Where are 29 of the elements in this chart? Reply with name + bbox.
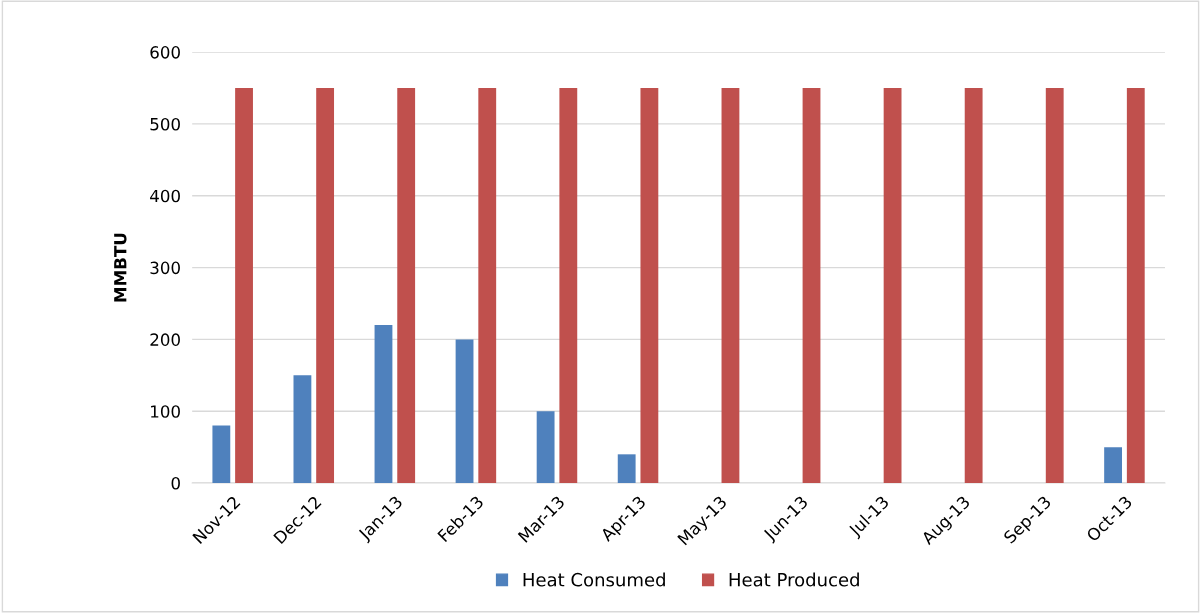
y-tick-label: 400 (150, 189, 180, 203)
legend-label: Heat Consumed (523, 572, 665, 587)
bar (559, 88, 578, 484)
bar (802, 88, 821, 484)
y-tick-label: 200 (150, 333, 180, 346)
y-tick-label: 0 (171, 477, 180, 490)
bar (640, 88, 659, 484)
bar (293, 375, 312, 484)
y-axis-title: MMBTU (114, 233, 127, 302)
bar (1045, 88, 1064, 484)
bar (316, 88, 335, 484)
bar (1104, 447, 1122, 484)
bar (397, 88, 416, 484)
y-tick-label: 100 (151, 405, 180, 418)
bar (964, 88, 983, 484)
y-tick-label: 500 (150, 117, 180, 131)
y-tick-label: 300 (150, 261, 180, 275)
bar (883, 88, 902, 484)
y-tick-label: 600 (150, 46, 180, 59)
bar (478, 88, 497, 484)
bar (617, 454, 636, 484)
bar (212, 425, 231, 484)
bar (374, 325, 393, 484)
bar (455, 339, 474, 484)
bar (536, 411, 555, 484)
bar (1126, 88, 1145, 484)
bar (235, 88, 253, 484)
legend-label: Heat Produced (729, 572, 859, 587)
bar (721, 88, 740, 484)
